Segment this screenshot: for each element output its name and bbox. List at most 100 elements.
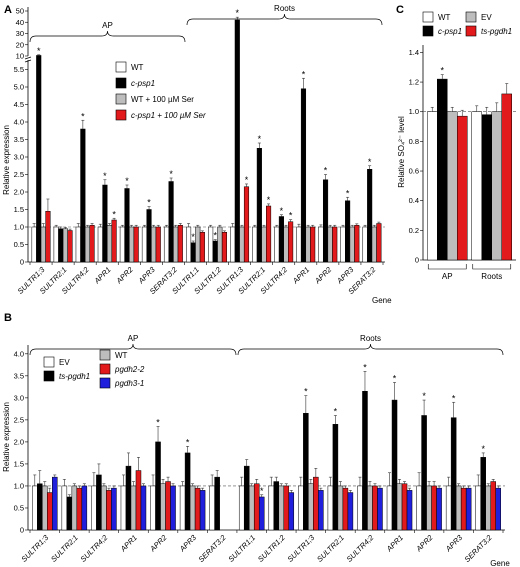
panel-a-tick-label-0: 0: [20, 258, 24, 267]
bar-ts-pgdh1-sultr1-1: [243, 465, 250, 531]
panel-c-letter: C: [396, 4, 404, 16]
bar-c-psp1-sultr1-3-significance-marker: *: [236, 8, 240, 18]
bar-c-psp1-100-m-ser-sultr1-3-significance-marker: *: [245, 175, 249, 185]
panel-a-gene-label-apr2: APR2: [114, 264, 136, 286]
bar-pgdh2-2-apr3: [460, 487, 467, 531]
bar-wt-100-m-ser-apr2: [129, 226, 135, 263]
bar-pgdh3-1-sultr1-1-significance-marker: *: [260, 486, 264, 496]
bar-c-psp1-100-m-ser-apr2: [133, 226, 139, 263]
panel-b-y-axis-label: Relative expression: [2, 402, 11, 472]
bar-c-psp1-100-m-ser-sultr1-1: [199, 232, 205, 263]
bar-c-psp1-100-m-ser-sultr2-1: [266, 205, 272, 263]
bar-ts-pgdh1-apr1: [125, 465, 132, 531]
bar-ev-ap: [447, 111, 458, 261]
panel-c-tick-label-0-4: 0.4: [409, 196, 419, 205]
panel-c-category-label-roots: Roots: [481, 272, 502, 281]
panel-b-gene-label-sultr4-2: SULTR4;2: [345, 532, 376, 563]
bar-c-psp1-sultr1-1-significance-marker: *: [191, 232, 195, 242]
bar-pgdh3-1-sultr4-2: [377, 487, 383, 531]
panel-a-legend-swatch-wt-100-m-ser: [115, 93, 127, 105]
bar-wt-sultr2-1: [252, 226, 258, 263]
bar-ts-pgdh1-apr2-significance-marker: *: [156, 417, 160, 427]
bar-wt-apr1: [97, 226, 103, 263]
bar-wt-100-m-ser-serat3-2: [371, 226, 377, 263]
bar-wt-sultr4-2: [75, 226, 81, 263]
panel-a-gene-label-apr1: APR1: [92, 265, 113, 286]
panel-a-y-axis-label: Relative expression: [2, 125, 11, 195]
bar-wt-100-m-ser-sultr1-2: [217, 226, 223, 263]
panel-a-group-label-roots: Roots: [274, 4, 295, 13]
bar-ev-apr1: [120, 485, 127, 531]
bar-c-psp1-100-m-ser-sultr4-2: [89, 225, 95, 263]
bar-c-psp1-100-m-ser-apr3: [155, 226, 161, 263]
panel-b-group-label-roots: Roots: [360, 334, 381, 343]
bar-ts-pgdh1-sultr1-2: [273, 481, 280, 531]
bar-wt-apr3: [189, 485, 196, 531]
panel-b-gene-label-sultr1-3: SULTR1;3: [19, 532, 50, 563]
panel-a-tick-label-5-0: 5.0: [14, 83, 24, 92]
bar-wt-apr3: [455, 485, 462, 531]
bar-c-psp1-roots: [481, 114, 492, 261]
bar-c-psp1-sultr1-1: [190, 242, 196, 263]
panel-a-group-brace: [29, 30, 186, 43]
bar-ts-pgdh1-sultr4-2: [362, 391, 368, 531]
panel-c-y-axis-label: Relative SO₄²⁻ level: [397, 116, 406, 188]
bar-wt-apr2: [119, 226, 125, 263]
panel-a-tick-label-2-5: 2.5: [14, 170, 24, 179]
bar-wt-100-m-ser-serat3-2: [173, 226, 179, 263]
bar-pgdh3-1-sultr1-2: [288, 492, 295, 531]
bar-ts-pgdh1-apr1-significance-marker: *: [393, 373, 397, 383]
bar-wt-sultr4-2: [367, 485, 373, 531]
panel-c-legend-swatch-ev: [465, 11, 477, 23]
panel-a-tick-label-0-5: 0.5: [14, 240, 24, 249]
panel-b-legend-label-wt: WT: [115, 351, 128, 360]
bar-ev-serat3-2: [475, 485, 481, 531]
panel-b-tick-label-1-5: 1.5: [14, 459, 24, 468]
panel-a-group-brace: [186, 13, 383, 26]
panel-c-category-bracket: [427, 264, 467, 270]
bar-wt-serat3-2: [485, 485, 491, 531]
bar-wt-100-m-ser-apr1: [305, 226, 311, 263]
panel-b-gene-label-sultr2-1: SULTR2;1: [315, 533, 346, 564]
bar-c-psp1-sultr2-1: [256, 148, 262, 263]
bar-pgdh2-2-sultr4-2: [106, 490, 112, 531]
bar-pgdh2-2-sultr2-1: [76, 487, 83, 531]
panel-c-category-label-ap: AP: [442, 272, 453, 281]
panel-b-gene-label-serat3-2: SERAT3;2: [197, 532, 229, 564]
panel-b-tick-label-1-0: 1.0: [14, 481, 24, 490]
panel-b-letter: B: [4, 312, 12, 324]
panel-a-tick-label-2-0: 2.0: [14, 188, 24, 197]
panel-c-legend-label-ev: EV: [481, 13, 492, 22]
panel-b-tick-label-3-0: 3.0: [14, 393, 24, 402]
bar-ev-apr3: [445, 485, 452, 531]
bar-ev-sultr1-2: [268, 485, 275, 531]
panel-a-axis-break-mark: [24, 59, 32, 63]
bar-wt-sultr2-1: [337, 485, 344, 531]
panel-b-gene-label-sultr1-1: SULTR1;1: [226, 533, 257, 564]
panel-b-gene-label-sultr2-1: SULTR2;1: [49, 533, 80, 564]
bar-ev-sultr1-3: [32, 485, 38, 531]
bar-wt-100-m-ser-apr3: [349, 226, 355, 263]
bar-pgdh3-1-sultr2-1: [347, 492, 354, 531]
bar-wt-100-m-ser-apr1: [106, 225, 113, 263]
bar-c-psp1-sultr1-2-significance-marker: *: [213, 231, 217, 241]
bar-ev-serat3-2: [209, 485, 215, 531]
panel-b-group-brace: [29, 343, 237, 356]
panel-b-tick-label-4-0: 4.0: [14, 349, 24, 358]
panel-b-legend-swatch-pgdh2-2: [99, 363, 111, 375]
panel-a-x-axis-label: Gene: [372, 296, 392, 305]
panel-a-legend-label-wt: WT: [131, 63, 144, 72]
panel-a-group-label-ap: AP: [102, 21, 113, 30]
bar-c-psp1-serat3-2-significance-marker: *: [368, 157, 372, 167]
bar-c-psp1-sultr1-3-significance-marker: *: [37, 46, 41, 56]
panel-a: A 0 0.5 1.0 1.5 2.0 2.5 3.0 3.5 4.0 4.5 5.0 5.5 10 20 3…: [2, 4, 392, 305]
panel-c-legend-swatch-c-psp1: [422, 25, 434, 37]
panel-c-legend-label-ts-pgdh1: ts-pgdh1: [481, 27, 512, 36]
bar-c-psp1-100-m-ser-sultr1-3: [243, 186, 250, 263]
panel-a-tick-label-3-5: 3.5: [14, 135, 24, 144]
bar-c-psp1-apr1: [300, 88, 307, 263]
panel-c-category-bracket: [472, 264, 512, 270]
panel-b-gene-label-apr1: APR1: [118, 533, 139, 554]
bar-c-psp1-sultr1-3: [234, 19, 240, 263]
